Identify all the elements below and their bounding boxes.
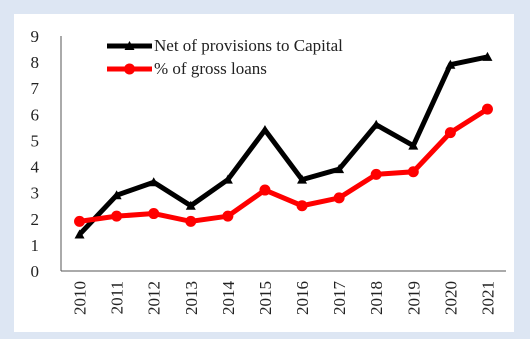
series-pct-gross-loans: [74, 103, 493, 227]
data-point: [222, 174, 233, 184]
y-tick-label: 3: [31, 184, 40, 203]
data-point: [371, 119, 382, 129]
x-tick-label: 2010: [71, 281, 90, 315]
x-tick-label: 2015: [256, 281, 275, 315]
data-point: [482, 51, 493, 61]
x-tick-labels: 2010 2011 2012 2013 2014 2015 2016 2017 2018 2019…: [71, 281, 498, 316]
data-point: [444, 127, 456, 139]
x-tick-label: 2012: [145, 281, 164, 315]
series-line: [79, 106, 489, 224]
data-point: [296, 200, 308, 212]
data-point: [111, 190, 122, 200]
legend-label: % of gross loans: [154, 59, 267, 78]
legend-marker: [124, 63, 135, 75]
y-tick-label: 1: [31, 236, 40, 255]
y-tick-label: 0: [31, 262, 40, 281]
data-point: [148, 208, 160, 220]
x-tick-label: 2020: [441, 281, 460, 315]
x-tick-label: 2018: [367, 281, 386, 315]
data-point: [74, 229, 85, 239]
y-tick-label: 2: [31, 210, 40, 229]
y-tick-label: 9: [31, 27, 40, 46]
series-lines: [74, 51, 493, 239]
x-tick-label: 2014: [219, 281, 238, 316]
data-point: [407, 166, 419, 178]
data-point: [297, 174, 308, 184]
data-point: [148, 177, 159, 187]
y-tick-labels: 0 1 2 3 4 5 6 7 8 9: [31, 27, 40, 281]
x-tick-label: 2013: [182, 281, 201, 315]
legend-item: Net of provisions to Capital: [107, 36, 343, 55]
data-point: [74, 215, 86, 227]
data-point: [185, 200, 196, 210]
series-net-provisions-to-capital: [74, 51, 493, 239]
data-point: [111, 210, 123, 222]
legend-marker: [124, 41, 135, 50]
x-tick-label: 2017: [330, 281, 349, 316]
y-tick-label: 6: [31, 105, 40, 124]
data-point: [334, 164, 345, 174]
data-point: [185, 215, 197, 227]
data-point: [259, 184, 271, 196]
x-tick-label: 2021: [478, 281, 497, 315]
series-line: [77, 54, 488, 237]
data-point: [259, 125, 270, 134]
legend-label: Net of provisions to Capital: [154, 36, 343, 55]
legend: Net of provisions to Capital % of gross l…: [107, 36, 343, 78]
data-point: [222, 210, 234, 222]
data-point: [333, 192, 345, 204]
y-tick-label: 4: [31, 158, 40, 177]
legend-item: % of gross loans: [107, 59, 267, 78]
data-point: [445, 59, 456, 69]
data-point: [481, 103, 493, 115]
x-tick-label: 2016: [293, 281, 312, 315]
axes: [60, 36, 506, 272]
data-point: [408, 140, 419, 150]
x-tick-label: 2011: [108, 281, 127, 314]
x-tick-label: 2019: [404, 281, 423, 315]
data-point: [370, 168, 382, 180]
y-tick-label: 7: [31, 79, 40, 98]
y-tick-label: 5: [31, 131, 40, 150]
y-tick-label: 8: [31, 53, 40, 72]
